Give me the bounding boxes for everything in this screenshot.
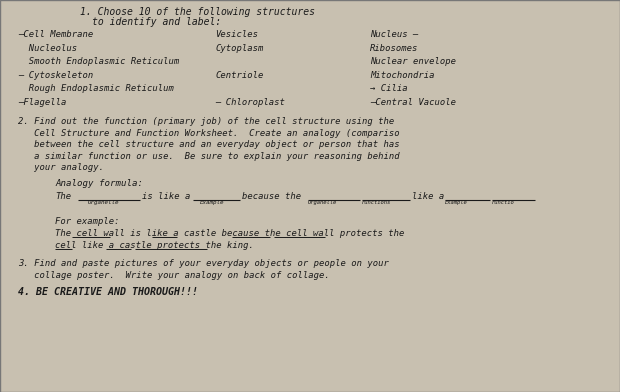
- Text: For example:: For example:: [55, 217, 120, 226]
- Text: a similar function or use.  Be sure to explain your reasoning behind: a similar function or use. Be sure to ex…: [18, 151, 400, 160]
- Text: Nucleolus: Nucleolus: [18, 44, 77, 53]
- Text: Vesicles: Vesicles: [215, 30, 258, 39]
- Text: —Central Vacuole: —Central Vacuole: [370, 98, 456, 107]
- Text: because the: because the: [242, 192, 301, 201]
- Text: Example: Example: [445, 200, 467, 205]
- Text: Mitochondria: Mitochondria: [370, 71, 435, 80]
- Text: 2. Find out the function (primary job) of the cell structure using the: 2. Find out the function (primary job) o…: [18, 117, 394, 126]
- Text: —Cell Membrane: —Cell Membrane: [18, 30, 93, 39]
- Text: Smooth Endoplasmic Reticulum: Smooth Endoplasmic Reticulum: [18, 57, 179, 66]
- Text: → Cilia: → Cilia: [370, 84, 407, 93]
- Text: The: The: [55, 192, 71, 201]
- Text: — Chloroplast: — Chloroplast: [215, 98, 285, 107]
- Text: Organelle: Organelle: [88, 200, 120, 205]
- Text: Rough Endoplasmic Reticulum: Rough Endoplasmic Reticulum: [18, 84, 174, 93]
- Text: your analogy.: your analogy.: [18, 163, 104, 172]
- Text: Organelle: Organelle: [308, 200, 337, 205]
- Text: like a: like a: [412, 192, 445, 201]
- Text: Functions: Functions: [362, 200, 391, 205]
- Text: —Flagella: —Flagella: [18, 98, 66, 107]
- Text: Nucleus –: Nucleus –: [370, 30, 418, 39]
- Text: is like a: is like a: [142, 192, 190, 201]
- Text: 4. BE CREATIVE AND THOROUGH!!!: 4. BE CREATIVE AND THOROUGH!!!: [18, 287, 198, 297]
- Text: Analogy formula:: Analogy formula:: [55, 179, 143, 188]
- Text: Cell Structure and Function Worksheet.  Create an analogy (compariso: Cell Structure and Function Worksheet. C…: [18, 129, 400, 138]
- Text: — Cytoskeleton: — Cytoskeleton: [18, 71, 93, 80]
- Text: Example: Example: [200, 200, 224, 205]
- Text: The cell wall is like a castle because the cell wall protects the: The cell wall is like a castle because t…: [55, 229, 404, 238]
- Text: Centriole: Centriole: [215, 71, 264, 80]
- Text: 1. Choose 10 of the following structures: 1. Choose 10 of the following structures: [80, 7, 315, 17]
- Text: Ribosomes: Ribosomes: [370, 44, 418, 53]
- Text: Functio: Functio: [492, 200, 515, 205]
- Text: Cytoplasm: Cytoplasm: [215, 44, 264, 53]
- Text: cell like a castle protects the king.: cell like a castle protects the king.: [55, 241, 254, 250]
- Text: collage poster.  Write your analogy on back of collage.: collage poster. Write your analogy on ba…: [18, 270, 330, 279]
- Text: 3. Find and paste pictures of your everyday objects or people on your: 3. Find and paste pictures of your every…: [18, 259, 389, 268]
- Text: between the cell structure and an everyday object or person that has: between the cell structure and an everyd…: [18, 140, 400, 149]
- Text: Nuclear envelope: Nuclear envelope: [370, 57, 456, 66]
- Text: to identify and label:: to identify and label:: [92, 17, 221, 27]
